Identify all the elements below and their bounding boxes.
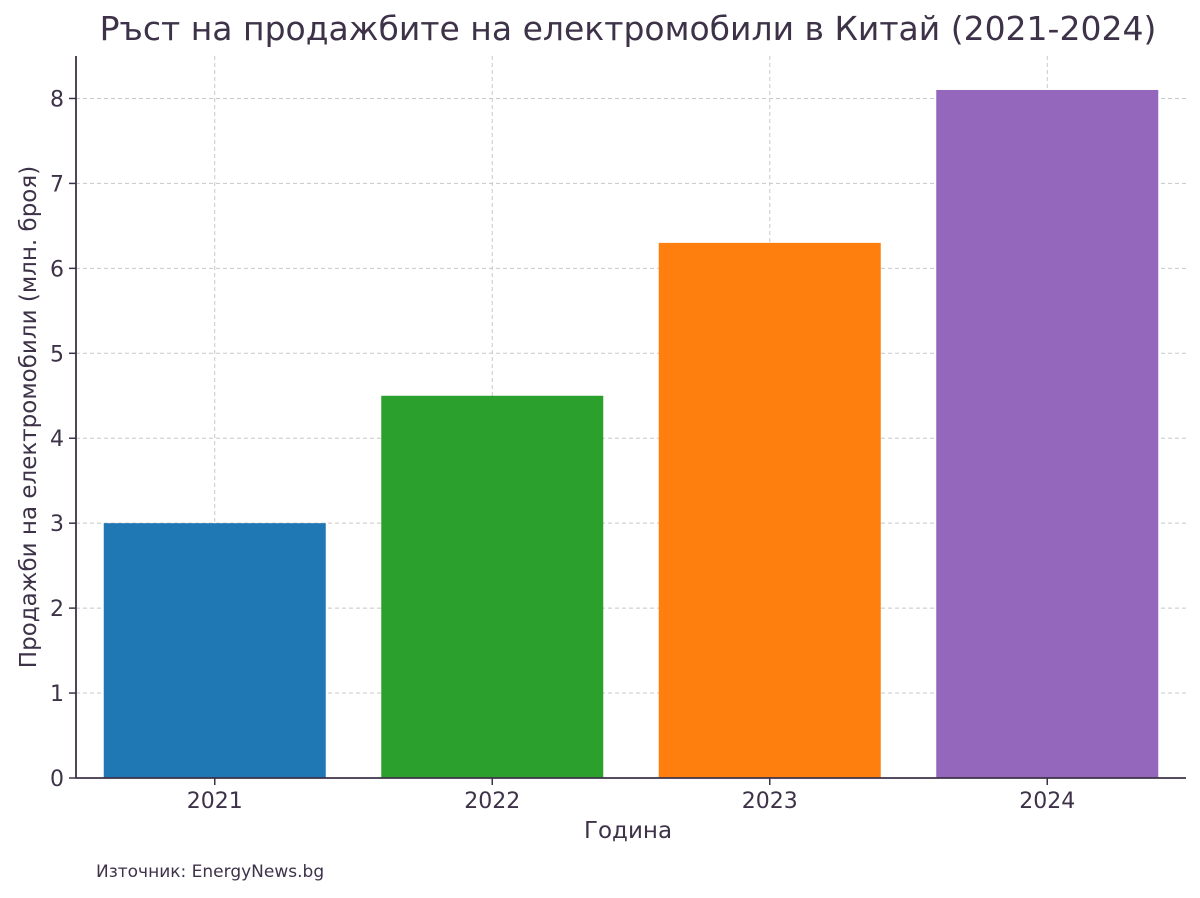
bar-2024: [936, 89, 1159, 779]
y-tick-label: 2: [50, 597, 64, 622]
y-tick-label: 4: [50, 427, 64, 452]
x-tick-label: 2024: [1019, 789, 1075, 814]
bars: [103, 89, 1159, 779]
y-tick-label: 6: [50, 257, 64, 282]
x-tick-label: 2022: [464, 789, 520, 814]
y-tick-label: 7: [50, 172, 64, 197]
bar-2022: [381, 395, 604, 778]
y-tick-label: 0: [50, 767, 64, 792]
x-axis-ticks: 2021 2022 2023 2024: [187, 778, 1075, 814]
chart-title: Ръст на продажбите на електромобили в Ки…: [100, 9, 1157, 48]
y-tick-label: 8: [50, 87, 64, 112]
y-tick-label: 1: [50, 682, 64, 707]
y-axis-label: Продажби на електромобили (млн. броя): [16, 166, 42, 668]
x-tick-label: 2021: [187, 789, 243, 814]
axes: [75, 56, 1186, 779]
y-axis-ticks: 0 1 2 3 4 5 6 7 8: [50, 87, 76, 792]
y-tick-label: 3: [50, 512, 64, 537]
source-note: Източник: EnergyNews.bg: [96, 862, 325, 882]
bar-2023: [658, 242, 881, 778]
x-tick-label: 2023: [742, 789, 798, 814]
y-tick-label: 5: [50, 342, 64, 367]
x-axis-label: Година: [584, 818, 672, 844]
bar-2021: [103, 523, 326, 778]
